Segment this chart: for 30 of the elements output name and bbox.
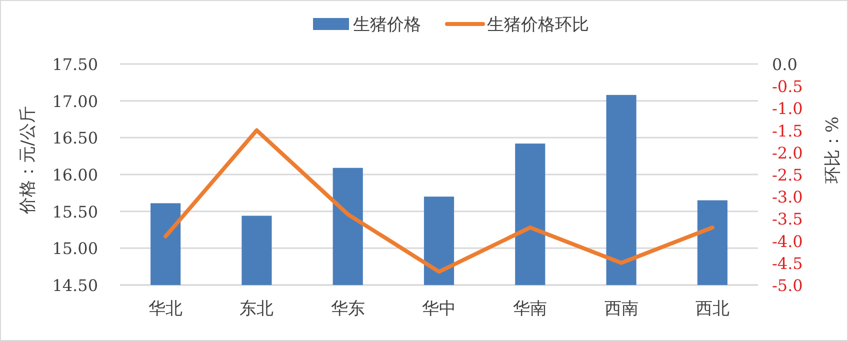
y-tick-label: 17.00 [52,92,98,111]
y-tick-label: 17.50 [52,55,98,74]
x-tick-label: 东北 [240,299,274,319]
y2-tick-label: 0.0 [772,55,798,74]
y-tick-label: 16.00 [52,166,98,184]
y2-tick-label: -1.0 [772,99,803,118]
y2-tick-label: -5.0 [772,276,803,295]
y-tick-label: 16.50 [52,128,98,148]
y-axis-title: 价格：元/公斤 [18,106,38,215]
x-tick-label: 华北 [148,299,183,319]
y2-tick-label: -4.0 [772,232,803,251]
x-tick-label: 华南 [513,299,548,319]
y2-tick-label: -3.0 [772,188,803,207]
y2-tick-label: -3.5 [772,210,803,229]
y-tick-label: 15.50 [52,202,98,222]
x-tick-label: 西南 [604,299,638,319]
legend-label: 生猪价格 [353,15,421,35]
x-tick-label: 华东 [330,299,365,319]
y-tick-label: 15.00 [52,239,98,258]
x-tick-label: 西北 [695,299,730,319]
y2-tick-label: -0.5 [772,77,803,96]
y2-tick-label: -2.0 [772,143,803,162]
legend-label: 生猪价格环比 [487,15,589,35]
x-tick-label: 华中 [422,299,456,319]
y2-tick-label: -4.5 [772,254,803,273]
y2-axis-title: 环比：% [823,116,843,184]
line-series [164,128,714,274]
y2-tick-label: -2.5 [772,166,803,184]
y2-tick-label: -1.5 [772,121,803,140]
y-tick-label: 14.50 [52,276,98,295]
